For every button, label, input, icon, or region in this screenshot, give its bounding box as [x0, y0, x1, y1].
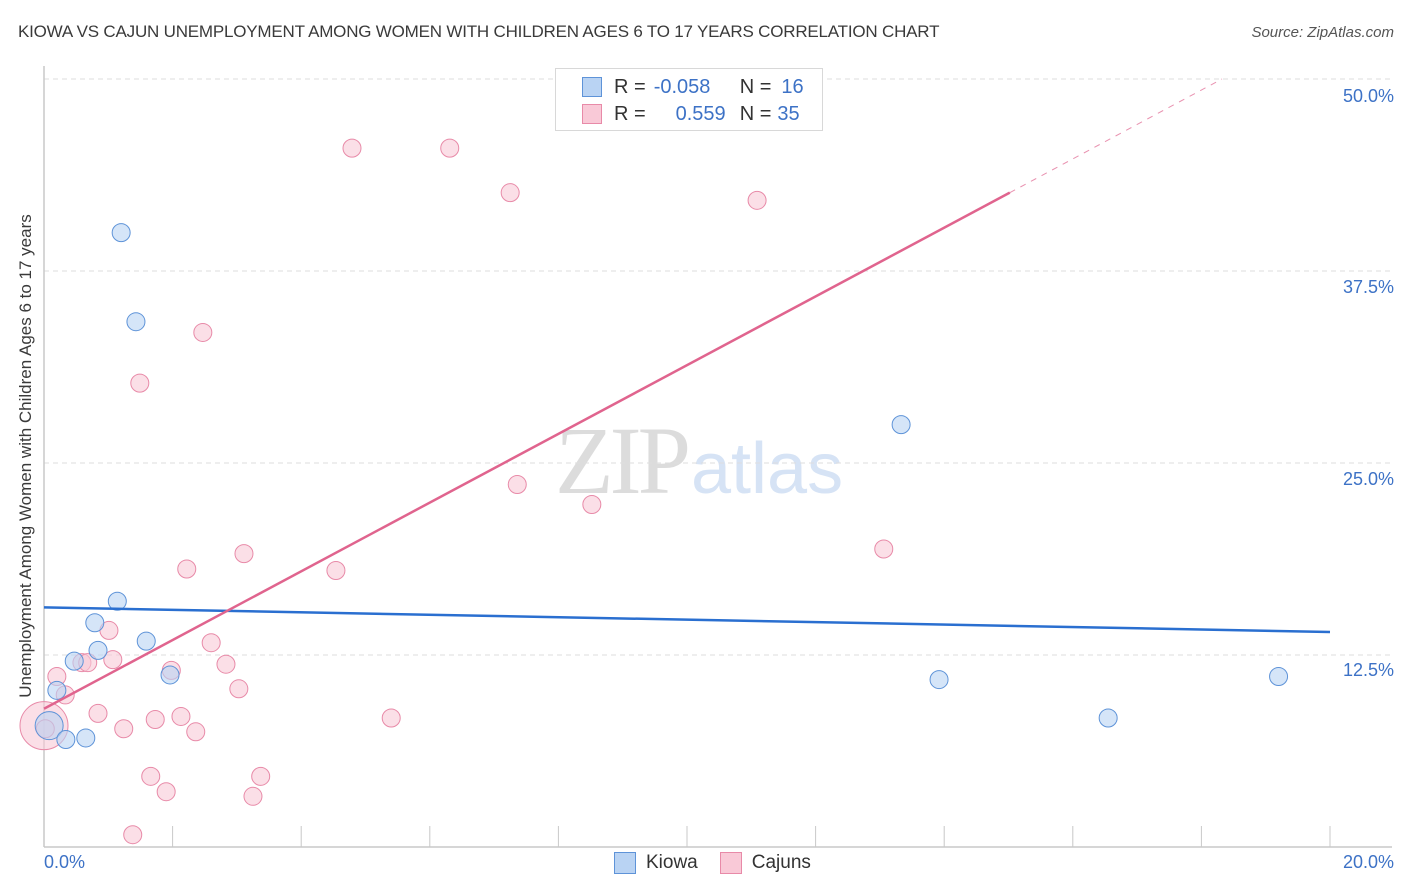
- trendlines: [43, 78, 1331, 710]
- source-label: Source: ZipAtlas.com: [1251, 24, 1394, 41]
- cajuns-point: [193, 322, 213, 342]
- cajuns-point: [326, 561, 346, 581]
- y-tick-37-5: 37.5%: [1342, 277, 1394, 297]
- cajuns-legend-swatch-icon: [719, 852, 742, 874]
- cajuns-point: [130, 373, 150, 393]
- correlation-legend: R = -0.058 N = 16 R = 0.559 N = 35: [555, 68, 823, 131]
- kiowa-points: [34, 223, 1289, 749]
- kiowa-r-label: R =: [614, 75, 646, 98]
- kiowa-point: [56, 729, 76, 749]
- kiowa-point: [88, 640, 108, 660]
- cajuns-point: [440, 138, 460, 158]
- cajuns-point: [141, 766, 161, 786]
- legend-item-kiowa[interactable]: Kiowa: [614, 852, 698, 874]
- kiowa-point: [929, 670, 949, 690]
- kiowa-point: [47, 680, 67, 700]
- y-tick-50: 50.0%: [1342, 86, 1394, 106]
- kiowa-n-label: N =: [739, 75, 772, 98]
- cajuns-point: [186, 722, 206, 742]
- kiowa-point: [1098, 708, 1118, 728]
- x-tick-20: 20.0%: [1342, 852, 1394, 872]
- cajuns-n-label: N =: [739, 102, 772, 125]
- cajuns-points: [19, 138, 894, 845]
- cajuns-trendline-extension: [1009, 78, 1223, 194]
- kiowa-point: [64, 651, 84, 671]
- gridlines: [44, 78, 1392, 656]
- kiowa-point: [891, 415, 911, 435]
- cajuns-r-value: 0.559: [675, 102, 726, 125]
- chart-title: KIOWA VS CAJUN UNEMPLOYMENT AMONG WOMEN …: [18, 22, 940, 41]
- cajuns-point: [381, 708, 401, 728]
- kiowa-point: [34, 711, 64, 741]
- cajuns-point: [582, 494, 602, 514]
- kiowa-point: [1269, 667, 1289, 687]
- cajuns-point: [201, 633, 221, 653]
- cajuns-point: [88, 703, 108, 723]
- cajuns-point: [243, 786, 263, 806]
- kiowa-point: [160, 665, 180, 685]
- cajuns-trendline: [43, 191, 1011, 710]
- cajuns-swatch-icon: [582, 104, 602, 124]
- cajuns-point: [103, 650, 123, 670]
- kiowa-point: [76, 728, 96, 748]
- cajuns-point: [229, 679, 249, 699]
- kiowa-r-value: -0.058: [653, 75, 711, 98]
- y-tick-25: 25.0%: [1342, 469, 1394, 489]
- series-legend: Kiowa Cajuns: [614, 852, 833, 874]
- kiowa-point: [111, 223, 131, 243]
- kiowa-legend-label: Kiowa: [646, 852, 698, 873]
- cajuns-legend-label: Cajuns: [751, 852, 811, 873]
- kiowa-point: [85, 613, 105, 633]
- cajuns-point: [145, 710, 165, 730]
- cajuns-point: [234, 544, 254, 564]
- kiowa-swatch-icon: [582, 77, 602, 97]
- kiowa-point: [126, 312, 146, 332]
- cajuns-point: [216, 654, 236, 674]
- legend-row-cajuns: R = 0.559 N = 35: [582, 102, 800, 126]
- kiowa-trendline: [43, 606, 1331, 634]
- legend-row-kiowa: R = -0.058 N = 16: [582, 75, 804, 99]
- cajuns-point: [156, 782, 176, 802]
- axes: [43, 66, 1392, 848]
- cajuns-point: [114, 719, 134, 739]
- legend-item-cajuns[interactable]: Cajuns: [719, 852, 811, 874]
- cajuns-point: [251, 766, 271, 786]
- kiowa-point: [136, 631, 156, 651]
- kiowa-point: [107, 591, 127, 611]
- y-tick-12-5: 12.5%: [1342, 660, 1394, 680]
- cajuns-point: [171, 706, 191, 726]
- cajuns-point: [500, 183, 520, 203]
- cajuns-point: [747, 190, 767, 210]
- cajuns-point: [177, 559, 197, 579]
- kiowa-n-value: 16: [781, 75, 804, 98]
- cajuns-point: [342, 138, 362, 158]
- cajuns-n-value: 35: [777, 102, 800, 125]
- cajuns-point: [123, 825, 143, 845]
- kiowa-legend-swatch-icon: [614, 852, 636, 874]
- cajuns-point: [874, 539, 894, 559]
- cajuns-r-label: R =: [614, 102, 646, 125]
- cajuns-point: [507, 475, 527, 495]
- x-tick-0: 0.0%: [44, 852, 86, 872]
